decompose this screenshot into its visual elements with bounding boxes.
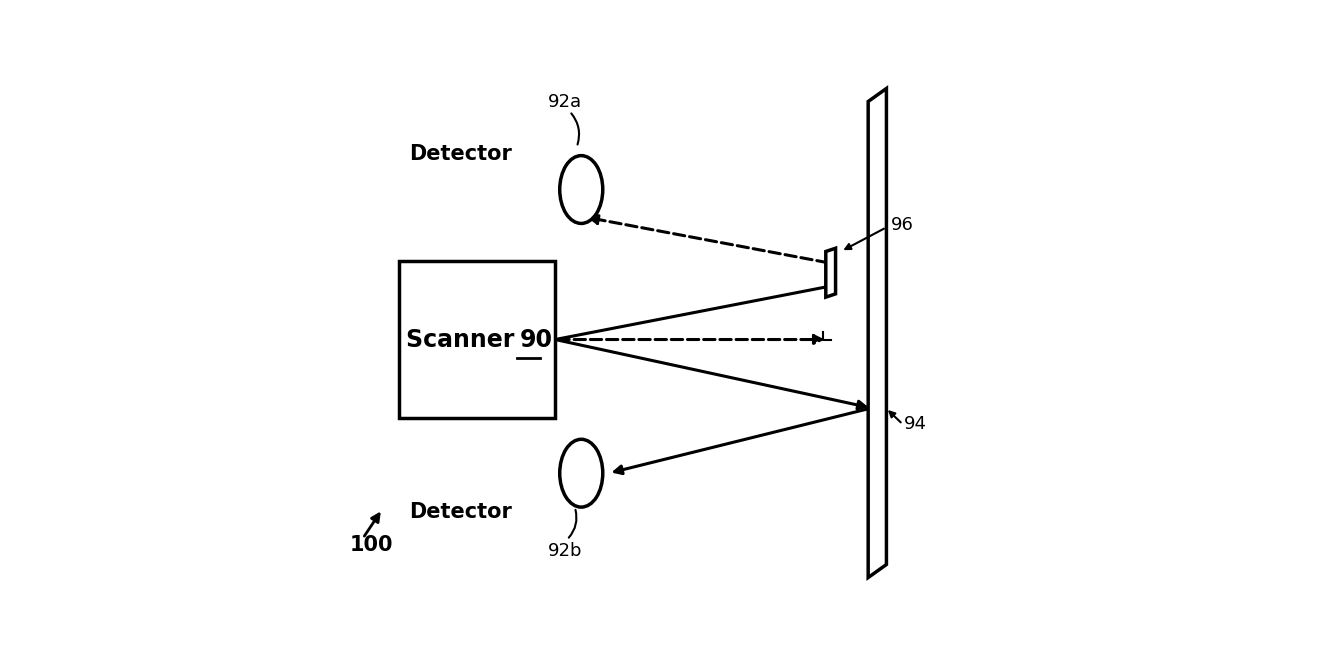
Text: 92a: 92a xyxy=(547,93,582,111)
Polygon shape xyxy=(868,89,886,577)
Ellipse shape xyxy=(559,156,603,224)
Ellipse shape xyxy=(559,440,603,507)
Text: Detector: Detector xyxy=(409,502,512,522)
Text: 90: 90 xyxy=(520,328,553,352)
Polygon shape xyxy=(826,248,835,297)
Text: 94: 94 xyxy=(904,416,927,434)
Text: Detector: Detector xyxy=(409,144,512,164)
Text: 96: 96 xyxy=(892,216,914,234)
Text: 100: 100 xyxy=(350,535,393,555)
Text: Scanner: Scanner xyxy=(405,328,522,352)
Text: 92b: 92b xyxy=(547,543,582,561)
Bar xyxy=(398,261,555,418)
